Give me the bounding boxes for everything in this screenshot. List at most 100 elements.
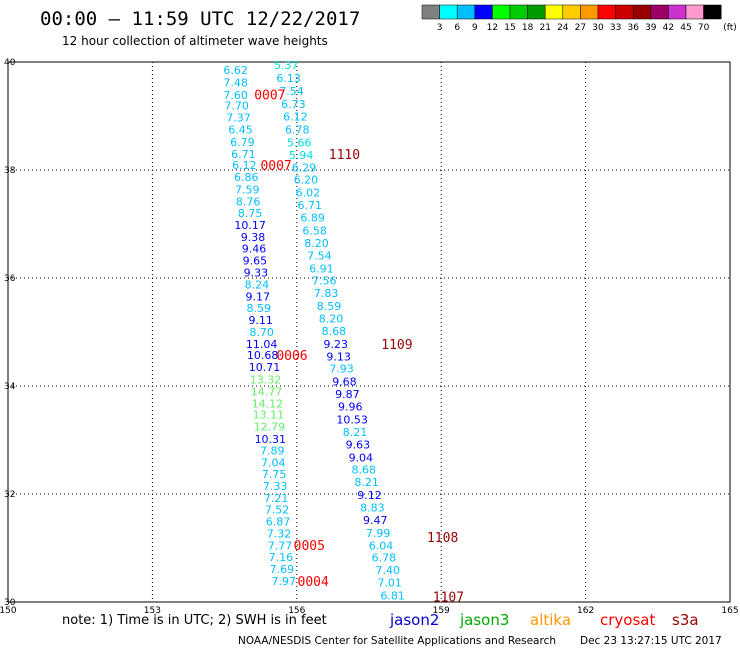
swh-point: 6.62	[223, 64, 248, 77]
swh-point: 7.77	[268, 539, 293, 552]
swh-point: 7.04	[261, 457, 286, 470]
swh-point: 9.11	[248, 314, 273, 327]
swh-point: 10.71	[249, 361, 281, 374]
swh-point: 6.12	[283, 111, 308, 124]
satellite-jason2: jason2	[389, 611, 439, 629]
legend-label: 15	[504, 23, 515, 33]
swh-point: 7.21	[264, 492, 289, 505]
pass-label: 1108	[427, 531, 458, 546]
swh-point: 8.24	[245, 278, 270, 291]
swh-point: 9.68	[332, 376, 357, 389]
legend-swatch	[527, 4, 546, 20]
legend-label: 21	[539, 23, 550, 33]
y-tick-label: 32	[4, 490, 15, 500]
data-points: 6.627.487.607.707.376.456.796.716.126.86…	[223, 59, 404, 602]
swh-point: 7.97	[272, 575, 297, 588]
swh-point: 6.71	[298, 199, 323, 212]
x-tick-label: 153	[144, 606, 161, 616]
swh-point: 6.81	[380, 590, 405, 603]
swh-point: 7.83	[314, 287, 339, 300]
swh-point: 6.45	[228, 124, 253, 137]
legend-swatch	[580, 4, 599, 20]
swh-point: 6.02	[296, 187, 321, 200]
satellite-legend: jason2 jason3 altika cryosat s3a	[389, 611, 699, 629]
swh-point: 7.40	[376, 564, 401, 577]
x-tick-label: 165	[721, 606, 738, 616]
legend-swatch	[421, 4, 440, 20]
swh-point: 7.48	[223, 77, 248, 90]
swh-point: 9.04	[349, 451, 374, 464]
swh-point: 6.87	[266, 516, 291, 529]
legend-swatch	[703, 4, 722, 20]
legend-swatch	[615, 4, 634, 20]
plot-grid	[8, 62, 730, 602]
legend-swatch	[439, 4, 458, 20]
swh-point: 14.12	[252, 397, 284, 410]
swh-point: 8.59	[247, 302, 272, 315]
y-tick-label: 34	[4, 382, 16, 392]
swh-point: 12.79	[254, 421, 286, 434]
x-tick-label: 159	[433, 606, 450, 616]
swh-point: 9.23	[324, 338, 349, 351]
swh-point: 13.11	[253, 409, 285, 422]
swh-point: 7.33	[263, 480, 288, 493]
legend-swatch	[456, 4, 476, 20]
x-tick-label: 156	[288, 606, 305, 616]
swh-point: 5.66	[287, 136, 312, 149]
swh-point: 8.20	[304, 237, 329, 250]
swh-point: 6.58	[302, 224, 327, 237]
legend-swatch	[650, 4, 669, 20]
swh-point: 8.83	[360, 502, 385, 515]
y-tick-label: 38	[4, 166, 16, 176]
swh-point: 10.68	[247, 349, 279, 362]
satellite-jason3: jason3	[459, 611, 509, 629]
satellite-altika: altika	[530, 611, 571, 629]
swh-point: 8.68	[322, 325, 347, 338]
swh-point: 6.13	[276, 72, 301, 85]
legend-label: 33	[610, 23, 621, 33]
legend-label: 27	[575, 23, 586, 33]
axis-ticks: 150 153 156 159 162 165 30 32 34 36 38 40	[0, 58, 739, 616]
legend-label: 36	[627, 23, 639, 33]
swh-point: 9.33	[244, 267, 269, 280]
chart-title: 00:00 – 11:59 UTC 12/22/2017	[40, 8, 360, 30]
swh-point: 5.37	[274, 59, 299, 72]
swh-point: 9.38	[241, 231, 266, 244]
legend-label: 70	[698, 23, 710, 33]
satellite-s3a: s3a	[672, 611, 699, 629]
swh-point: 14.77	[251, 385, 283, 398]
pass-label: 0007	[254, 88, 285, 103]
swh-point: 9.12	[357, 489, 382, 502]
swh-point: 7.32	[267, 527, 292, 540]
satellite-cryosat: cryosat	[600, 611, 655, 629]
footer: note: 1) Time is in UTC; 2) SWH is in fe…	[62, 611, 722, 647]
legend-swatch	[685, 4, 704, 20]
legend-label: 6	[454, 23, 460, 33]
color-legend: 3 6 9 12 15 18 21 24 27 30 33 36 39 42 45 70 (ft)	[421, 4, 737, 33]
swh-point: 6.71	[231, 148, 256, 161]
chart-subtitle: 12 hour collection of altimeter wave hei…	[62, 34, 328, 48]
swh-point: 7.93	[329, 363, 354, 376]
swh-point: 7.99	[366, 527, 391, 540]
swh-point: 9.65	[243, 255, 268, 268]
swh-point: 7.75	[262, 468, 287, 481]
legend-swatch	[632, 4, 652, 20]
swh-point: 9.13	[326, 350, 351, 363]
legend-label: 39	[645, 23, 657, 33]
swh-point: 8.68	[351, 464, 376, 477]
legend-label: 30	[592, 23, 604, 33]
pass-labels: 0007 0007 0006 0005 0004 1110 1109 1108 1107	[254, 88, 464, 605]
swh-point: 6.78	[285, 124, 310, 137]
swh-point: 8.70	[249, 326, 274, 339]
swh-point: 7.16	[269, 551, 294, 564]
swh-point: 8.21	[354, 476, 379, 489]
swh-point: 6.12	[232, 159, 257, 172]
swh-point: 8.59	[317, 300, 342, 313]
swh-point: 9.63	[346, 438, 371, 451]
swh-point: 7.89	[260, 444, 285, 457]
swh-point: 9.47	[363, 514, 388, 527]
y-tick-label: 30	[4, 598, 16, 608]
swh-point: 6.91	[309, 262, 334, 275]
swh-point: 11.04	[246, 338, 278, 351]
